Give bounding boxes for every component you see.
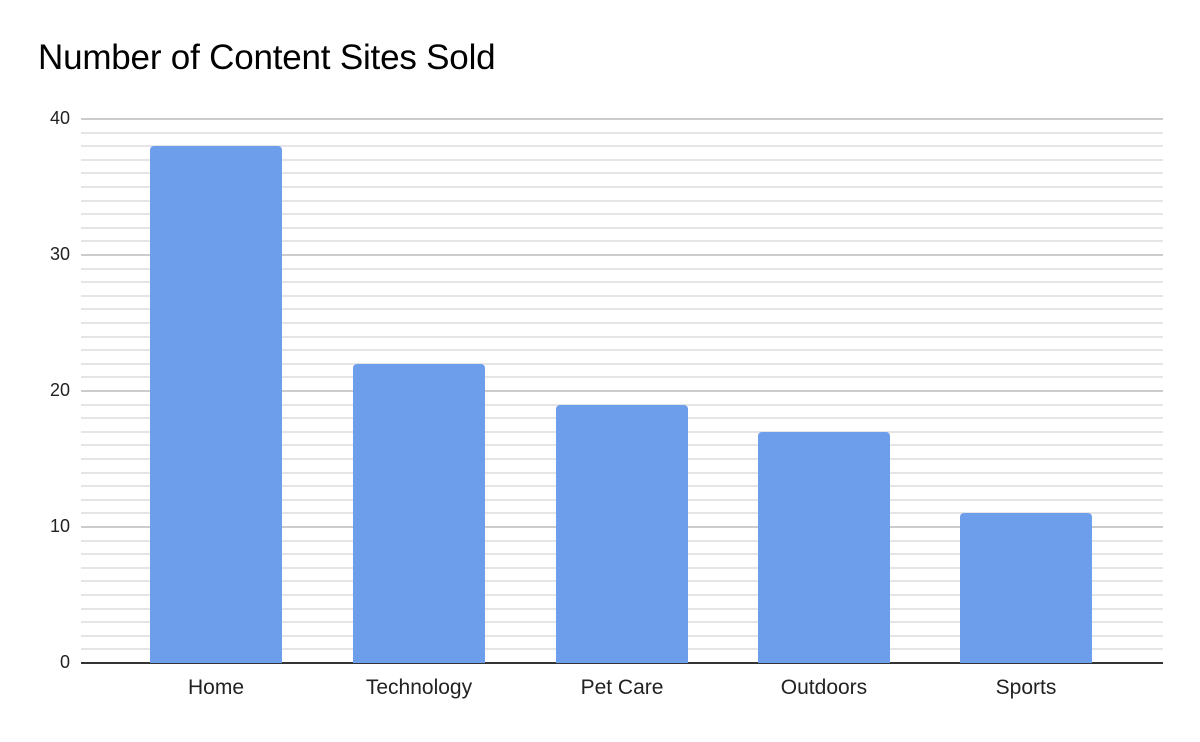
x-label-home: Home — [187, 676, 245, 699]
minor-gridline — [81, 362, 1163, 365]
y-tick-10: 10 — [49, 516, 70, 536]
minor-gridline — [81, 199, 1163, 202]
minor-gridline — [81, 131, 1163, 134]
minor-gridline — [81, 335, 1163, 338]
bar-pet-care[interactable] — [556, 404, 688, 663]
minor-gridline — [81, 294, 1163, 297]
bar-home[interactable] — [150, 146, 282, 663]
y-tick-40: 40 — [49, 108, 70, 128]
bar-sports[interactable] — [960, 513, 1092, 663]
major-gridline — [81, 118, 1163, 120]
minor-gridline — [81, 158, 1163, 161]
x-label-technology: Technology — [365, 676, 473, 699]
plot-area — [81, 118, 1163, 664]
y-tick-0: 0 — [59, 652, 70, 672]
minor-gridline — [81, 281, 1163, 284]
minor-gridline — [81, 172, 1163, 175]
x-axis-line — [81, 662, 1163, 664]
minor-gridline — [81, 240, 1163, 243]
minor-gridline — [81, 403, 1163, 406]
major-gridline — [81, 254, 1163, 256]
x-label-outdoors: Outdoors — [780, 676, 868, 699]
minor-gridline — [81, 308, 1163, 311]
minor-gridline — [81, 145, 1163, 148]
bar-outdoors[interactable] — [758, 431, 890, 663]
minor-gridline — [81, 322, 1163, 324]
minor-gridline — [81, 267, 1163, 270]
x-label-pet-care: Pet Care — [580, 676, 664, 699]
minor-gridline — [81, 226, 1163, 229]
major-gridline — [81, 390, 1163, 392]
minor-gridline — [81, 349, 1163, 352]
minor-gridline — [81, 186, 1163, 188]
chart-title: Number of Content Sites Sold — [38, 38, 496, 77]
minor-gridline — [81, 376, 1163, 379]
y-tick-30: 30 — [49, 244, 70, 264]
x-label-sports: Sports — [995, 676, 1057, 699]
minor-gridline — [81, 213, 1163, 216]
y-tick-20: 20 — [49, 380, 70, 400]
bar-technology[interactable] — [353, 363, 485, 663]
